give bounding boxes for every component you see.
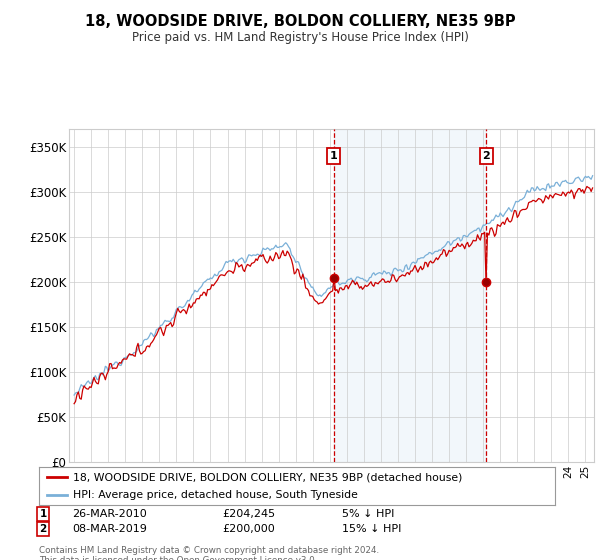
- Text: 18, WOODSIDE DRIVE, BOLDON COLLIERY, NE35 9BP (detached house): 18, WOODSIDE DRIVE, BOLDON COLLIERY, NE3…: [73, 472, 462, 482]
- Text: 08-MAR-2019: 08-MAR-2019: [72, 524, 147, 534]
- Text: 18, WOODSIDE DRIVE, BOLDON COLLIERY, NE35 9BP: 18, WOODSIDE DRIVE, BOLDON COLLIERY, NE3…: [85, 14, 515, 29]
- Text: Contains HM Land Registry data © Crown copyright and database right 2024.
This d: Contains HM Land Registry data © Crown c…: [39, 546, 379, 560]
- Text: 1: 1: [330, 151, 338, 161]
- Text: £200,000: £200,000: [222, 524, 275, 534]
- Text: 5% ↓ HPI: 5% ↓ HPI: [342, 509, 394, 519]
- Text: 2: 2: [40, 524, 47, 534]
- Text: £204,245: £204,245: [222, 509, 275, 519]
- Text: 15% ↓ HPI: 15% ↓ HPI: [342, 524, 401, 534]
- Bar: [334, 129, 486, 462]
- Text: HPI: Average price, detached house, South Tyneside: HPI: Average price, detached house, Sout…: [73, 490, 358, 500]
- Text: 26-MAR-2010: 26-MAR-2010: [72, 509, 147, 519]
- Text: 2: 2: [482, 151, 490, 161]
- Text: Price paid vs. HM Land Registry's House Price Index (HPI): Price paid vs. HM Land Registry's House …: [131, 31, 469, 44]
- Text: 1: 1: [40, 509, 47, 519]
